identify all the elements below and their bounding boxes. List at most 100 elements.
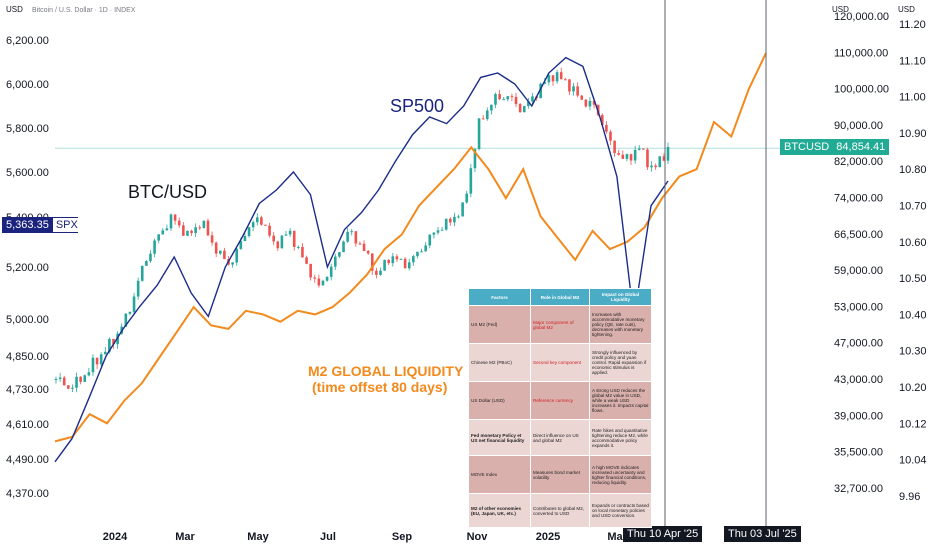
btc-candle [136, 280, 140, 297]
table-header-role: Role in Global M2 [530, 288, 590, 306]
btc-candle [646, 149, 649, 168]
x-axis-tick: Ma [607, 531, 623, 543]
btc-price-name: BTCUSD [784, 141, 830, 154]
btc-candle [334, 256, 337, 267]
btc-candle [407, 262, 411, 269]
btc-candle [490, 104, 493, 111]
btc-candle [658, 156, 662, 168]
spx-price-value: 5,363.35 [6, 219, 49, 232]
btc-candle [338, 252, 341, 257]
left-axis-tick: 5,000.00 [6, 314, 49, 326]
table-row: US M2 (Fed) Major component of global M2… [468, 305, 652, 344]
left-axis-tick: 4,490.00 [6, 454, 49, 466]
btc-candle [416, 251, 419, 257]
date-marker-2: Thu 03 Jul '25 [724, 526, 801, 542]
btc-candle [510, 96, 514, 98]
btc-candle [301, 246, 304, 258]
impact-cell: A high MOVE indicates increased uncertai… [589, 455, 652, 494]
btc-candle [457, 216, 460, 218]
btc-axis-tick: 90,000.00 [834, 120, 883, 132]
btc-candle [272, 235, 275, 242]
btc-annotation: BTC/USD [128, 182, 207, 202]
btc-candle [420, 251, 423, 253]
btc-candle [391, 256, 395, 264]
btc-candle [605, 125, 608, 132]
btc-candle [625, 154, 629, 159]
btc-candle [268, 225, 271, 236]
btc-candle [412, 256, 415, 263]
role-cell: Major component of global M2 [530, 305, 590, 344]
btc-candle [383, 259, 386, 271]
impact-cell: Rate hikes and quantitative tightening r… [589, 419, 652, 456]
spx-line [54, 56, 669, 463]
btc-candle [531, 96, 534, 102]
btc-candle [568, 79, 571, 92]
btc-candle [432, 232, 436, 235]
x-axis-tick: Sep [392, 531, 412, 543]
btc-candle [153, 240, 156, 254]
btc-candle [584, 99, 588, 107]
table-row: Fed monetary Policy et US net financial … [468, 419, 652, 456]
btc-candle [666, 147, 670, 161]
btc-candle [280, 235, 284, 249]
btc-candle [194, 227, 197, 234]
btc-candle [202, 220, 206, 229]
left-currency: USD [6, 5, 23, 14]
btc-candle [190, 230, 193, 234]
btc-candle [161, 230, 165, 235]
table-header-impact: Impact on Global Liquidity [589, 288, 652, 306]
btc-candle [177, 220, 181, 226]
btc-candle [572, 86, 575, 92]
btc-candle [239, 241, 243, 249]
date-marker-1: Thu 10 Apr '25 [623, 526, 703, 542]
btc-candle [600, 115, 604, 126]
btc-candle [231, 262, 234, 265]
btc-candle [342, 241, 345, 253]
btc-candle [321, 280, 325, 286]
btc-candle [309, 263, 312, 278]
left-axis-tick: 5,600.00 [6, 167, 49, 179]
btc-candle [350, 231, 354, 233]
table-header-factors: Factors [468, 288, 531, 306]
btc-candle [543, 82, 547, 84]
btc-candle [358, 243, 362, 245]
m2-axis-tick: 10.50 [899, 273, 927, 285]
btc-candle [633, 149, 637, 161]
m2-axis-tick: 10.40 [899, 309, 927, 321]
btc-candle [71, 387, 74, 389]
btc-candle [362, 243, 366, 251]
btc-candle [469, 168, 473, 194]
btc-candle [592, 100, 596, 105]
x-axis-tick: Jul [320, 531, 336, 543]
btc-candle [650, 165, 653, 168]
btc-candle [264, 224, 267, 226]
btc-candle [87, 372, 91, 376]
btc-axis-tick: 82,000.00 [834, 156, 883, 168]
btc-candle [436, 230, 440, 233]
m2-line [54, 52, 767, 443]
m2-annotation-line1: M2 GLOBAL LIQUIDITY [308, 363, 464, 379]
btc-candle [654, 165, 657, 168]
btc-price-label: BTCUSD 84,854.41 [780, 139, 890, 156]
right-currency-1: USD [832, 5, 849, 14]
role-cell: Contributes to global M2, converted to U… [530, 493, 590, 528]
btc-candle [473, 149, 477, 169]
btc-candle [494, 94, 497, 105]
btc-candle [108, 338, 111, 352]
btc-candle [559, 72, 563, 80]
btc-candle [305, 257, 308, 264]
impact-cell: Increases with accommodative monetary po… [589, 305, 652, 344]
btc-candle [403, 258, 407, 269]
btc-candle [165, 228, 169, 231]
m2-axis-tick: 10.30 [899, 346, 927, 358]
left-axis-tick: 4,610.00 [6, 419, 49, 431]
btc-candle [379, 270, 382, 275]
left-axis-tick: 4,370.00 [6, 488, 49, 500]
btc-candle [370, 253, 374, 271]
btc-candle [551, 75, 555, 82]
impact-cell: A strong USD reduces the global M2 value… [589, 381, 652, 420]
btc-candle [140, 265, 144, 281]
btc-candle [182, 225, 185, 236]
role-cell: Direct influence on US and global M2 [530, 419, 590, 456]
